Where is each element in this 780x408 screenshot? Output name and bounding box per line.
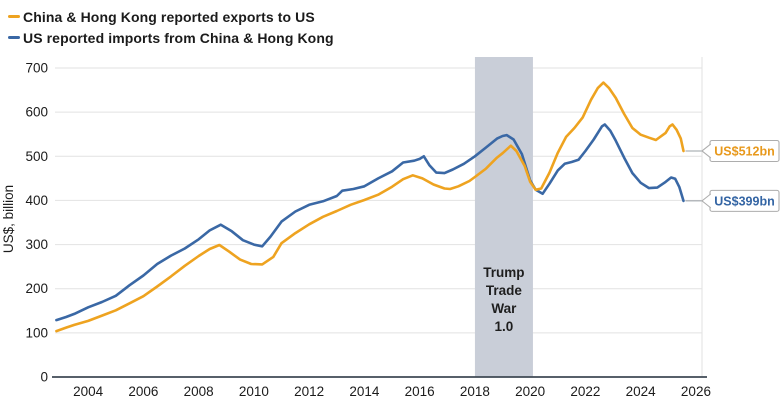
value-callout: US$512bn (685, 139, 780, 163)
x-tick-label: 2008 (184, 384, 214, 399)
callout-arrow-fill (702, 143, 711, 158)
y-tick-label: 100 (25, 325, 48, 340)
band-label-line: Trade (486, 283, 523, 298)
legend-item-label: US reported imports from China & Hong Ko… (23, 29, 334, 46)
legend-item: China & Hong Kong reported exports to US (8, 6, 334, 27)
callout-arrow-outline (701, 143, 712, 159)
series-line (55, 81, 685, 333)
y-tick-label: 500 (25, 149, 48, 164)
gridlines: 0 100 200 300 400 500 600 700 (25, 57, 703, 385)
x-tick-label: 2012 (294, 384, 324, 399)
x-tick-label: 2026 (681, 384, 711, 399)
y-tick-label: 600 (25, 105, 48, 120)
callout-arrow-outline (701, 193, 712, 209)
band-label-line: War (491, 301, 517, 316)
y-axis-title: US$, billion (1, 185, 16, 253)
y-tick-label: 700 (25, 61, 48, 76)
y-tick-label: 300 (25, 237, 48, 252)
band-rect (474, 57, 533, 377)
x-tick-label: 2016 (405, 384, 435, 399)
band-label-line: Trump (483, 265, 524, 280)
legend-item: US reported imports from China & Hong Ko… (8, 27, 334, 48)
series-line (55, 123, 685, 322)
x-tick-label: 2022 (570, 384, 600, 399)
trade-war-band: Trump Trade War 1.0 (474, 57, 533, 377)
callout-value-text: US$512bn (714, 144, 774, 158)
series-lines (55, 81, 685, 333)
value-callout: US$399bn (685, 189, 780, 212)
y-tick-label: 0 (40, 370, 48, 385)
x-tick-label: 2020 (515, 384, 545, 399)
x-tick-label: 2004 (73, 384, 104, 399)
x-tick-label: 2010 (239, 384, 269, 399)
legend-line-swatch-icon (8, 35, 20, 40)
callout-value-text: US$399bn (714, 194, 774, 208)
axes: 2004 2006 2008 2010 2012 2014 2016 2018 2020 2022… (52, 376, 711, 399)
callout-arrow-fill (702, 193, 711, 208)
y-tick-label: 400 (25, 193, 48, 208)
x-tick-label: 2018 (460, 384, 490, 399)
band-label-line: 1.0 (495, 319, 514, 334)
chart-legend: China & Hong Kong reported exports to US… (8, 6, 334, 48)
y-tick-label: 200 (25, 281, 48, 296)
end-value-callouts: US$512bn US$399bn (685, 139, 780, 212)
x-tick-label: 2024 (626, 384, 657, 399)
x-tick-label: 2006 (128, 384, 158, 399)
x-tick-label: 2014 (349, 384, 380, 399)
legend-line-swatch-icon (8, 14, 20, 19)
legend-item-label: China & Hong Kong reported exports to US (23, 8, 315, 25)
